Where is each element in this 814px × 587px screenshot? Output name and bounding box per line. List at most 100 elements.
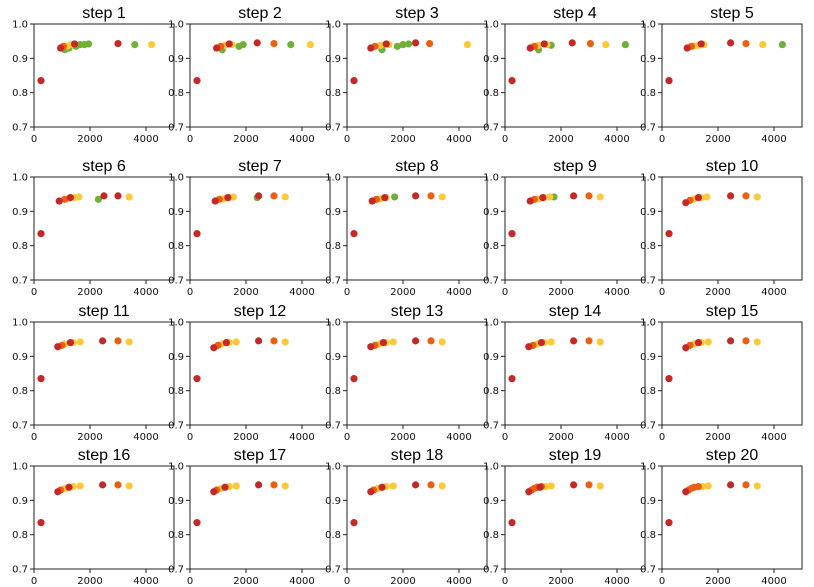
data-point-yellow (76, 338, 84, 346)
y-tick-label: 0.7 (640, 565, 656, 576)
y-tick-label: 0.7 (168, 421, 184, 432)
y-tick-label: 0.9 (640, 207, 656, 218)
chart-title: step 2 (238, 5, 282, 22)
y-tick-label: 0.7 (12, 421, 28, 432)
x-tick-label: 0 (659, 134, 665, 145)
y-tick-label: 0.7 (12, 276, 28, 287)
y-tick-label: 0.9 (168, 352, 184, 363)
chart-panel-step-15: step 15 0.7 0.8 0.9 1.0 0 2000 4000 (640, 303, 803, 443)
y-tick-label: 0.7 (483, 421, 499, 432)
axes-frame (504, 321, 646, 426)
axes-frame (33, 23, 175, 128)
y-tick-label: 1.0 (12, 462, 28, 473)
axes-frame (504, 176, 646, 281)
x-tick-label: 0 (187, 576, 193, 587)
y-tick-label: 1.0 (640, 318, 656, 329)
y-tick-label: 0.9 (640, 496, 656, 507)
x-tick-label: 0 (659, 432, 665, 443)
axes-frame (346, 176, 488, 281)
data-point-red (224, 194, 232, 202)
data-point-red (536, 483, 544, 491)
data-point-red (255, 337, 263, 345)
y-tick-label: 1.0 (483, 462, 499, 473)
data-point-red (568, 39, 576, 47)
data-point-red (350, 77, 358, 85)
chart-title: step 9 (553, 158, 597, 175)
data-point-yellow (281, 193, 289, 201)
y-tick-label: 0.7 (483, 565, 499, 576)
x-tick-label: 4000 (133, 432, 158, 443)
y-tick-label: 0.9 (168, 54, 184, 65)
x-tick-label: 4000 (133, 576, 158, 587)
data-point-yellow (602, 41, 610, 49)
axes-frame (346, 23, 488, 128)
y-tick-label: 1.0 (168, 173, 184, 184)
y-tick-label: 0.9 (483, 352, 499, 363)
y-tick-label: 1.0 (640, 462, 656, 473)
y-tick-label: 1.0 (325, 462, 341, 473)
data-point-red (114, 39, 122, 48)
axes-frame (504, 465, 646, 570)
y-tick-label: 0.9 (325, 352, 341, 363)
data-point-yellow (389, 338, 397, 346)
data-point-red (54, 343, 62, 351)
x-tick-label: 4000 (761, 287, 786, 298)
y-tick-label: 1.0 (168, 318, 184, 329)
data-point-yellow (125, 193, 133, 201)
data-point-red (37, 230, 45, 238)
axes-frame (189, 23, 331, 128)
chart-panel-step-4: step 4 0.7 0.8 0.9 1.0 0 2000 4000 (483, 5, 646, 145)
y-tick-label: 0.8 (12, 241, 28, 252)
y-tick-label: 0.8 (483, 386, 499, 397)
data-point-yellow (125, 338, 133, 346)
y-tick-label: 1.0 (12, 318, 28, 329)
x-tick-label: 0 (344, 576, 350, 587)
data-point-red (225, 40, 233, 48)
y-tick-label: 0.9 (12, 54, 28, 65)
data-point-orange (585, 337, 593, 345)
data-point-red (508, 519, 516, 527)
axes-frame (189, 465, 331, 570)
y-tick-label: 0.8 (168, 88, 184, 99)
data-point-yellow (229, 193, 237, 201)
chart-title: step 8 (395, 158, 439, 175)
y-tick-label: 0.9 (483, 54, 499, 65)
data-point-red (379, 339, 387, 347)
data-point-orange (742, 337, 750, 345)
data-point-orange (742, 481, 750, 489)
axes-frame (189, 321, 331, 426)
x-tick-label: 4000 (133, 134, 158, 145)
data-point-red (37, 375, 45, 383)
x-tick-label: 4000 (604, 576, 629, 587)
x-tick-label: 2000 (548, 576, 573, 587)
y-tick-label: 0.8 (483, 241, 499, 252)
y-tick-label: 1.0 (483, 20, 499, 31)
chart-title: step 16 (78, 447, 131, 464)
data-point-red (368, 197, 376, 205)
data-point-yellow (281, 338, 289, 346)
x-tick-label: 0 (31, 134, 37, 145)
chart-panel-step-19: step 19 0.7 0.8 0.9 1.0 0 2000 4000 (483, 447, 646, 587)
data-point-green (621, 41, 630, 49)
y-tick-label: 0.7 (168, 276, 184, 287)
chart-title: step 14 (549, 303, 602, 320)
data-point-red (697, 40, 705, 48)
y-tick-label: 0.9 (168, 496, 184, 507)
data-point-orange (270, 192, 278, 200)
x-tick-label: 4000 (761, 432, 786, 443)
x-tick-label: 4000 (446, 576, 471, 587)
data-point-green (94, 195, 102, 203)
y-tick-label: 0.9 (325, 54, 341, 65)
data-point-red (255, 192, 263, 200)
data-point-green (85, 40, 93, 48)
data-point-green (405, 40, 413, 48)
axes-frame (661, 176, 803, 281)
y-tick-label: 0.7 (168, 123, 184, 134)
data-point-orange (270, 337, 278, 345)
chart-title: step 15 (706, 303, 759, 320)
data-point-red (508, 77, 516, 85)
y-tick-label: 0.8 (640, 530, 656, 541)
data-point-red (727, 337, 735, 345)
data-point-red (525, 488, 533, 496)
data-point-yellow (703, 193, 711, 201)
